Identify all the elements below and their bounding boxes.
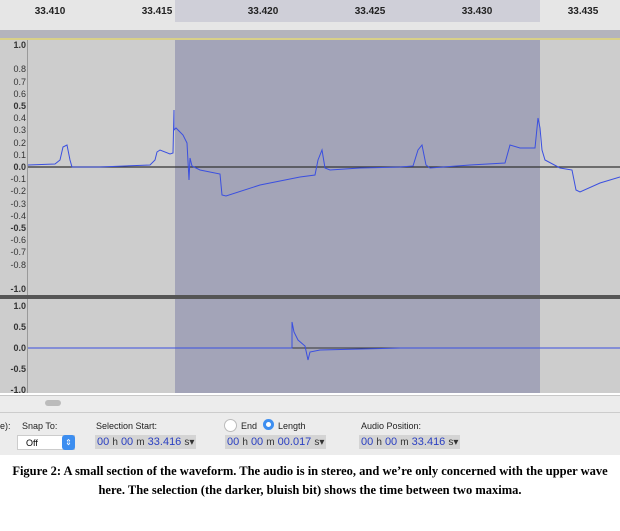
amplitude-label: -0.5	[10, 364, 26, 374]
amplitude-label: 0.2	[13, 137, 26, 148]
amplitude-label: 0.3	[13, 125, 26, 136]
upper-amplitude-axis	[0, 40, 28, 295]
snap-to-select[interactable]: Off ⇕	[17, 435, 75, 450]
amplitude-label: 0.1	[13, 149, 26, 160]
ruler-tick: 33.435	[567, 6, 599, 17]
selection-toolbar: e): Snap To: Off ⇕ Selection Start: 00 h…	[0, 412, 620, 455]
ruler-selection[interactable]	[175, 0, 540, 22]
audio-position-field[interactable]: 00 h 00 m 33.416 s▾	[359, 435, 461, 449]
ruler-tick: 33.425	[354, 6, 386, 17]
dropdown-arrow-icon: ▾	[453, 437, 459, 448]
amplitude-label: -0.8	[10, 259, 26, 270]
upper-waveform	[27, 109, 620, 197]
amplitude-label: 0.7	[13, 76, 26, 87]
partial-label: e):	[0, 421, 11, 431]
amplitude-label: 1.0	[13, 301, 26, 311]
amplitude-label: -0.2	[10, 186, 26, 197]
dropdown-arrow-icon: ▾	[189, 437, 195, 448]
channel-separator	[0, 295, 620, 299]
amplitude-label: -0.3	[10, 198, 26, 209]
selection-start-field[interactable]: 00 h 00 m 33.416 s▾	[95, 435, 197, 449]
amplitude-label: 0.4	[13, 113, 26, 124]
selection-start-label: Selection Start:	[96, 421, 158, 431]
length-field[interactable]: 00 h 00 m 00.017 s▾	[225, 435, 327, 449]
end-radio[interactable]	[224, 419, 237, 432]
amplitude-label: -0.6	[10, 235, 26, 246]
amplitude-label: -1.0	[10, 284, 26, 294]
amplitude-label: -0.4	[10, 210, 26, 221]
ruler-tick: 33.430	[461, 6, 493, 17]
chevron-updown-icon: ⇕	[62, 435, 75, 450]
scrollbar-thumb[interactable]	[45, 400, 61, 406]
amplitude-label: -1.0	[10, 385, 26, 395]
snap-to-label: Snap To:	[22, 421, 58, 431]
amplitude-label: -0.1	[10, 174, 26, 185]
amplitude-label: 0.5	[13, 322, 26, 332]
dropdown-arrow-icon: ▾	[319, 437, 325, 448]
ruler-tick: 33.415	[141, 6, 173, 17]
figure-caption: Figure 2: A small section of the wavefor…	[12, 464, 608, 497]
ruler-tick: 33.410	[34, 6, 66, 17]
length-label: Length	[278, 421, 306, 431]
end-label: End	[241, 421, 258, 431]
amplitude-label: 0.8	[13, 64, 26, 75]
horizontal-scrollbar[interactable]	[0, 395, 620, 413]
amplitude-label: -0.5	[10, 223, 26, 233]
waveform	[27, 109, 620, 361]
amplitude-label: 0.5	[13, 101, 26, 111]
length-radio[interactable]	[263, 419, 274, 430]
lower-channel-track[interactable]	[0, 299, 620, 393]
amplitude-label: 1.0	[13, 40, 26, 50]
timeline-ruler[interactable]: 33.410 33.415 33.420 33.425 33.430 33.43…	[0, 0, 620, 30]
ruler-tick: 33.420	[247, 6, 279, 17]
lower-waveform	[28, 321, 620, 361]
amplitude-label: 0.0	[13, 162, 26, 172]
snap-to-value: Off	[26, 438, 38, 448]
lower-amplitude-axis	[0, 299, 28, 393]
audio-position-label: Audio Position:	[361, 421, 422, 431]
ruler-divider	[0, 30, 620, 40]
amplitude-label: 0.6	[13, 88, 26, 99]
amplitude-label: 0.0	[13, 343, 26, 353]
amplitude-label: -0.7	[10, 247, 26, 258]
selection-region[interactable]	[175, 299, 540, 393]
